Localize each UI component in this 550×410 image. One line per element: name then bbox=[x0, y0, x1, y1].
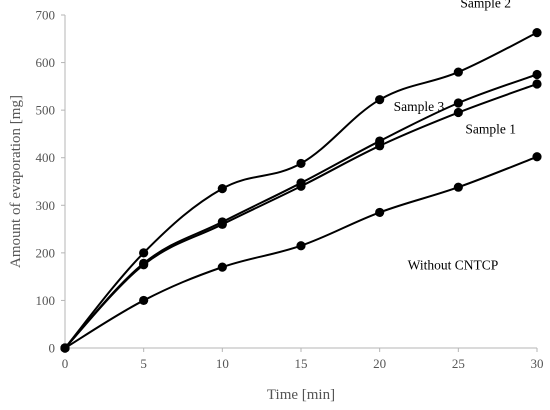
data-point-sample-2 bbox=[532, 28, 542, 38]
x-tick-label: 25 bbox=[452, 356, 465, 371]
data-point-without-cntcp bbox=[453, 182, 463, 192]
data-point-sample-1 bbox=[217, 219, 227, 229]
data-point-sample-1 bbox=[453, 107, 463, 118]
data-point-without-cntcp bbox=[217, 262, 227, 272]
data-point-sample-3 bbox=[453, 98, 463, 108]
series-label-sample-2: Sample 2 bbox=[460, 0, 511, 11]
series-label-without-cntcp: Without CNTCP bbox=[408, 257, 499, 272]
y-tick-label: 200 bbox=[36, 245, 56, 260]
data-point-sample-2 bbox=[296, 158, 306, 169]
x-tick-label: 10 bbox=[216, 356, 229, 371]
data-point-without-cntcp bbox=[375, 207, 385, 218]
data-point-without-cntcp bbox=[60, 343, 70, 353]
x-tick-label: 30 bbox=[531, 356, 544, 371]
data-point-sample-1 bbox=[532, 79, 542, 89]
y-tick-label: 100 bbox=[36, 293, 56, 308]
data-point-sample-1 bbox=[375, 141, 385, 151]
data-point-sample-2 bbox=[139, 248, 149, 258]
x-tick-label: 5 bbox=[140, 356, 147, 371]
y-tick-label: 600 bbox=[36, 55, 56, 70]
y-axis-title: Amount of evaporation [mg] bbox=[8, 95, 24, 268]
series-line-sample-3 bbox=[64, 73, 538, 349]
data-points bbox=[60, 28, 542, 353]
data-point-sample-2 bbox=[453, 67, 463, 77]
y-tick-label: 400 bbox=[36, 150, 56, 165]
data-point-sample-2 bbox=[375, 95, 385, 105]
x-tick-label: 20 bbox=[373, 356, 386, 371]
series-label-sample-1: Sample 1 bbox=[465, 122, 516, 137]
data-point-sample-1 bbox=[296, 181, 306, 191]
x-axis-title: Time [min] bbox=[267, 387, 335, 403]
y-tick-label: 0 bbox=[49, 341, 56, 356]
x-tick-label: 15 bbox=[295, 356, 308, 371]
data-point-without-cntcp bbox=[139, 295, 149, 306]
data-point-sample-3 bbox=[532, 69, 542, 80]
x-tick-label: 0 bbox=[62, 356, 69, 371]
data-point-without-cntcp bbox=[532, 152, 542, 162]
y-tick-label: 700 bbox=[36, 8, 56, 23]
data-point-sample-1 bbox=[139, 260, 149, 270]
data-point-sample-2 bbox=[217, 184, 227, 194]
data-point-without-cntcp bbox=[296, 241, 306, 251]
y-tick-label: 500 bbox=[36, 103, 56, 118]
series-labels: Sample 2 Sample 3 Sample 1 Without CNTCP bbox=[394, 0, 516, 272]
series-label-sample-3: Sample 3 bbox=[394, 99, 445, 114]
y-tick-label: 300 bbox=[36, 198, 56, 213]
